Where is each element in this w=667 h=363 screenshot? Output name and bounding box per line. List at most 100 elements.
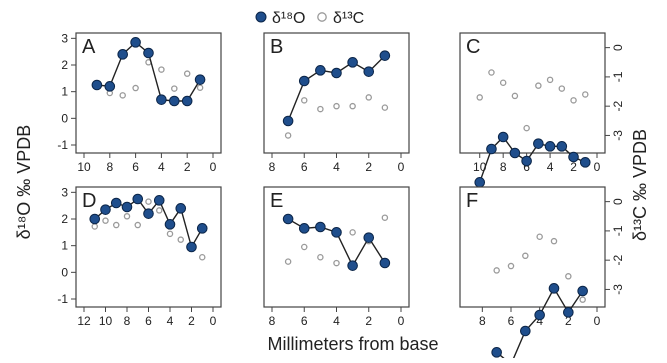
d13c-point: [333, 102, 340, 110]
d18o-point: [315, 65, 326, 76]
d18o-point: [100, 204, 111, 215]
d13c-point: [582, 91, 589, 98]
d13c-point: [511, 92, 519, 100]
d18o-point: [509, 147, 521, 159]
d13c-point: [196, 84, 204, 91]
d18o-point: [533, 138, 544, 149]
d18o-point: [169, 95, 180, 107]
d18o-point: [117, 49, 128, 60]
d18o-point: [379, 50, 391, 61]
d13c-point: [349, 102, 356, 110]
x-tick-label: 2: [184, 160, 191, 174]
d13c-point: [166, 230, 174, 238]
d13c-point: [300, 243, 308, 251]
d13c-point: [493, 267, 500, 274]
d13c-point: [558, 85, 566, 92]
d18o-point: [156, 94, 167, 105]
d18o-point: [153, 195, 165, 206]
y-tick-label: 2: [61, 212, 68, 226]
d18o-point: [331, 67, 342, 79]
d18o-point: [497, 131, 509, 143]
d13c-point: [565, 273, 572, 280]
panel-c: C10 8 6 4 2 00-1-2-3: [459, 32, 625, 188]
d13c-point: [300, 97, 308, 104]
d18o-point: [91, 79, 103, 91]
d18o-point: [121, 201, 133, 213]
d18o-point: [164, 219, 176, 230]
panel-label: F: [466, 190, 478, 212]
d13c-point: [198, 253, 206, 261]
d18o-point: [548, 283, 560, 294]
x-tick-label: 0: [594, 160, 601, 174]
d13c-point: [499, 79, 507, 87]
d13c-point: [579, 296, 586, 303]
d18o-point: [486, 143, 497, 155]
y-tick-label: 3: [61, 31, 68, 45]
x-tick-label: 8: [124, 314, 131, 328]
d13c-point: [317, 253, 324, 261]
d18o-point: [544, 141, 556, 152]
x-tick-label: 4: [167, 314, 174, 328]
y2-tick-label: -3: [611, 284, 625, 295]
y2-tick-label: -3: [611, 130, 625, 141]
x-tick-label: 8: [479, 314, 486, 328]
d18o-point: [315, 221, 326, 233]
y2-tick-label: 0: [611, 44, 625, 51]
panel-label: D: [82, 190, 96, 212]
panel-label: A: [82, 36, 96, 58]
d18o-point: [194, 74, 206, 85]
d18o-point: [579, 157, 591, 168]
x-tick-label: 10: [77, 160, 91, 174]
legend-o-label: δ¹⁸O: [272, 10, 305, 27]
x-tick-label: 0: [210, 314, 217, 328]
y-tick-label: -1: [57, 292, 68, 306]
x-tick-label: 6: [523, 160, 530, 174]
d18o-point: [196, 223, 208, 234]
d18o-point: [175, 203, 187, 214]
d13c-point: [333, 259, 340, 267]
x-tick-label: 4: [547, 160, 554, 174]
x-tick-label: 0: [594, 314, 601, 328]
y-tick-label: 0: [61, 111, 68, 125]
d18o-point: [181, 95, 193, 107]
d13c-point: [284, 258, 292, 265]
d18o-point: [474, 177, 486, 188]
x-tick-label: 8: [106, 160, 113, 174]
d18o-line: [479, 135, 586, 183]
x-tick-label: 6: [301, 160, 308, 174]
d13c-point: [158, 66, 165, 73]
d18o-point: [347, 260, 358, 271]
d18o-point: [568, 151, 579, 163]
y2-tick-label: -1: [611, 225, 625, 236]
d13c-point: [536, 233, 543, 241]
d18o-point: [298, 223, 310, 234]
d18o-point: [347, 57, 358, 68]
d13c-point: [550, 237, 558, 245]
x-tick-label: 8: [269, 160, 276, 174]
panel-frame: [459, 32, 606, 154]
panel-e: E 8 6 4 2 0: [263, 186, 410, 328]
x-tick-label: 2: [565, 314, 572, 328]
x-tick-label: 4: [536, 314, 543, 328]
d13c-point: [381, 214, 389, 221]
d13c-point: [349, 229, 356, 236]
d18o-point: [132, 193, 144, 205]
panel-a: A 10 8 6 4 2 0 -1 0 1 2 3: [57, 31, 222, 174]
legend-o-marker: [255, 11, 267, 23]
d13c-point: [132, 84, 139, 92]
y-tick-label: 3: [61, 185, 68, 199]
d18o-point: [282, 213, 294, 225]
d13c-point: [476, 94, 483, 101]
left-y-axis-label: δ¹⁸O ‰ VPDB: [14, 125, 34, 240]
d13c-point: [507, 262, 515, 270]
d18o-point: [577, 285, 588, 297]
x-tick-label: 2: [188, 314, 195, 328]
d18o-point: [282, 115, 294, 127]
panel-label: C: [466, 36, 480, 58]
panel-f: F 8 6 4 2 0 0 -1 -2 -3: [459, 186, 625, 363]
y2-tick-label: 0: [611, 198, 625, 205]
panel-frame: [75, 186, 222, 308]
d18o-point: [143, 47, 154, 59]
